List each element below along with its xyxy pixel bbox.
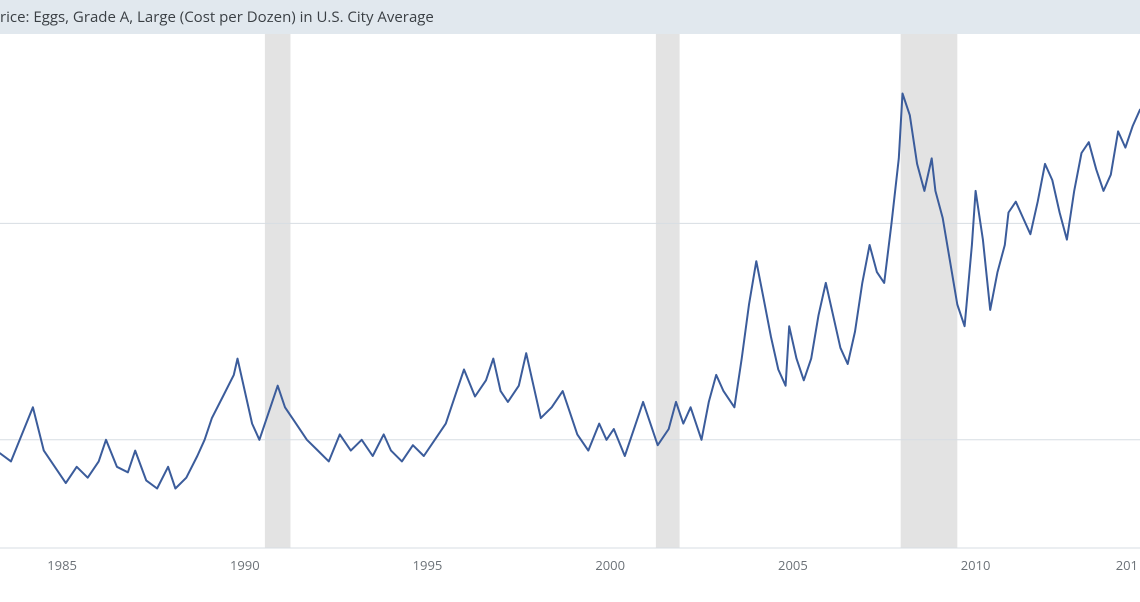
- chart-header: rice: Eggs, Grade A, Large (Cost per Doz…: [0, 0, 1140, 34]
- x-tick-label: 2005: [778, 556, 808, 574]
- x-tick-label: 2000: [595, 556, 625, 574]
- x-tick-label: 1985: [47, 556, 77, 574]
- recession-band: [656, 34, 680, 548]
- gridlines: [0, 223, 1140, 439]
- chart-title: rice: Eggs, Grade A, Large (Cost per Doz…: [0, 7, 434, 27]
- x-tick-label: 201: [1116, 556, 1138, 574]
- chart-area: 1985 1990 1995 2000 2005 2010 201: [0, 34, 1140, 602]
- x-tick-label: 1995: [413, 556, 443, 574]
- x-tick-label: 1990: [230, 556, 260, 574]
- chart-svg: 1985 1990 1995 2000 2005 2010 201: [0, 34, 1140, 602]
- price-line: [0, 94, 1140, 489]
- x-tick-label: 2010: [961, 556, 991, 574]
- x-axis: 1985 1990 1995 2000 2005 2010 201: [47, 556, 1138, 574]
- recession-band: [265, 34, 291, 548]
